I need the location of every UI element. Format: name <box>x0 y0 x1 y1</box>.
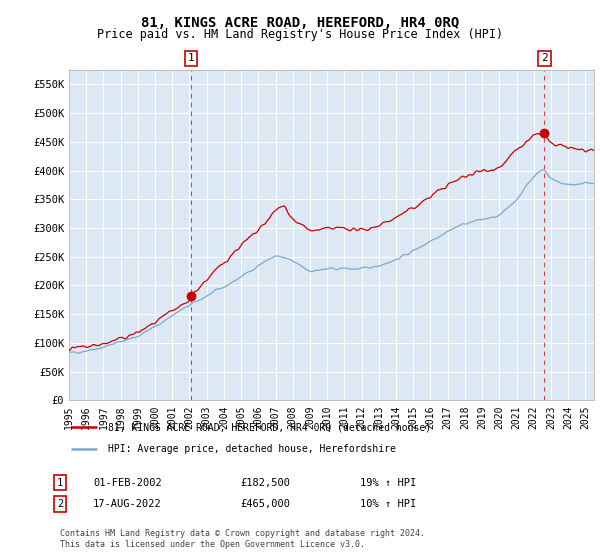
Text: 81, KINGS ACRE ROAD, HEREFORD, HR4 0RQ: 81, KINGS ACRE ROAD, HEREFORD, HR4 0RQ <box>141 16 459 30</box>
Text: 1: 1 <box>187 53 194 63</box>
Text: Contains HM Land Registry data © Crown copyright and database right 2024.
This d: Contains HM Land Registry data © Crown c… <box>60 529 425 549</box>
Text: HPI: Average price, detached house, Herefordshire: HPI: Average price, detached house, Here… <box>107 444 395 454</box>
Text: 1: 1 <box>57 478 63 488</box>
Text: 19% ↑ HPI: 19% ↑ HPI <box>360 478 416 488</box>
Text: 81, KINGS ACRE ROAD, HEREFORD, HR4 0RQ (detached house): 81, KINGS ACRE ROAD, HEREFORD, HR4 0RQ (… <box>107 422 431 432</box>
Text: 10% ↑ HPI: 10% ↑ HPI <box>360 499 416 509</box>
Text: 17-AUG-2022: 17-AUG-2022 <box>93 499 162 509</box>
Text: £182,500: £182,500 <box>240 478 290 488</box>
Text: Price paid vs. HM Land Registry's House Price Index (HPI): Price paid vs. HM Land Registry's House … <box>97 28 503 41</box>
Text: 2: 2 <box>57 499 63 509</box>
Text: 2: 2 <box>541 53 548 63</box>
Text: 01-FEB-2002: 01-FEB-2002 <box>93 478 162 488</box>
Text: £465,000: £465,000 <box>240 499 290 509</box>
